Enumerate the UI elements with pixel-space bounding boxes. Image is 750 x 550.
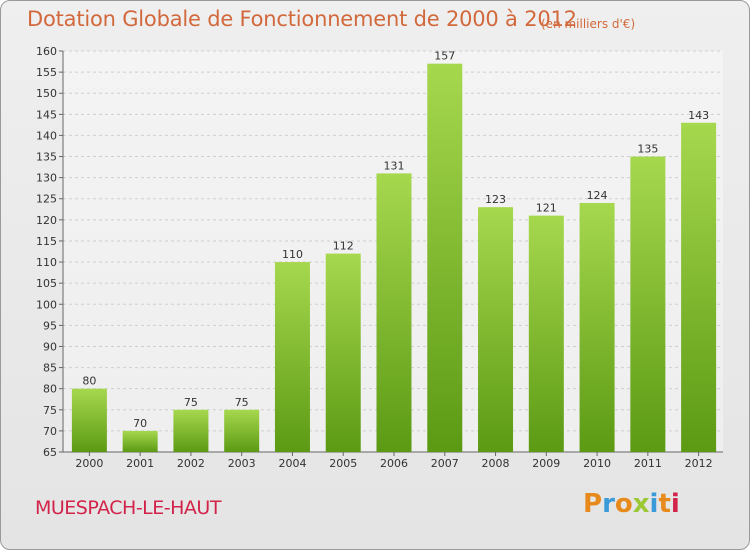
bar	[325, 253, 361, 452]
y-tick-label: 155	[36, 66, 57, 79]
x-tick-label: 2008	[482, 457, 510, 470]
bar	[376, 173, 412, 452]
y-tick-label: 70	[43, 425, 57, 438]
y-tick-label: 85	[43, 362, 57, 375]
bar-value-label: 131	[384, 159, 405, 172]
chart-title: Dotation Globale de Fonctionnement de 20…	[27, 7, 577, 31]
bar	[71, 388, 107, 452]
bar-value-label: 80	[82, 375, 96, 388]
bar	[427, 63, 463, 453]
y-tick-label: 110	[36, 256, 57, 269]
x-tick-label: 2012	[685, 457, 713, 470]
y-tick-label: 120	[36, 214, 57, 227]
bar-value-label: 75	[235, 396, 249, 409]
bar	[274, 262, 310, 452]
y-tick-label: 145	[36, 108, 57, 121]
x-tick-label: 2000	[75, 457, 103, 470]
bar	[579, 202, 615, 452]
y-tick-label: 135	[36, 151, 57, 164]
bar-value-label: 157	[434, 50, 455, 63]
x-tick-label: 2010	[583, 457, 611, 470]
bar	[630, 156, 666, 453]
y-tick-label: 140	[36, 129, 57, 142]
y-tick-label: 150	[36, 87, 57, 100]
bar	[173, 409, 209, 452]
y-tick-label: 130	[36, 172, 57, 185]
bar-value-label: 70	[133, 417, 147, 430]
x-tick-label: 2006	[380, 457, 408, 470]
y-tick-label: 160	[36, 45, 57, 58]
bar-value-label: 75	[184, 396, 198, 409]
bar	[681, 122, 717, 452]
bar-value-label: 143	[688, 109, 709, 122]
bar	[122, 430, 158, 452]
proxiti-logo: Proxiti	[583, 489, 680, 519]
bar-value-label: 112	[333, 240, 354, 253]
x-tick-label: 2005	[329, 457, 357, 470]
logo-letter: t	[658, 489, 671, 519]
x-tick-label: 2001	[126, 457, 154, 470]
logo-letter: x	[632, 489, 650, 519]
bar-value-label: 121	[536, 202, 557, 215]
y-tick-label: 125	[36, 193, 57, 206]
y-tick-label: 90	[43, 340, 57, 353]
bar	[224, 409, 260, 452]
chart-unit: (en milliers d'€)	[541, 17, 636, 31]
logo-letter: i	[649, 489, 659, 519]
logo-letter: r	[602, 489, 615, 519]
y-tick-label: 100	[36, 298, 57, 311]
y-tick-label: 75	[43, 404, 57, 417]
x-tick-label: 2002	[177, 457, 205, 470]
commune-name: MUESPACH-LE-HAUT	[35, 497, 221, 519]
x-tick-label: 2004	[278, 457, 306, 470]
y-tick-label: 115	[36, 235, 57, 248]
logo-letter: i	[670, 489, 680, 519]
x-tick-label: 2003	[228, 457, 256, 470]
bar-value-label: 135	[637, 143, 658, 156]
y-tick-label: 80	[43, 383, 57, 396]
logo-letter: o	[614, 489, 633, 519]
logo-letter: P	[583, 489, 603, 519]
x-tick-label: 2007	[431, 457, 459, 470]
y-tick-label: 65	[43, 446, 57, 459]
y-tick-label: 105	[36, 277, 57, 290]
bar-value-label: 110	[282, 248, 303, 261]
bar-value-label: 123	[485, 193, 506, 206]
y-tick-label: 95	[43, 319, 57, 332]
bar	[528, 215, 564, 452]
x-tick-label: 2011	[634, 457, 662, 470]
x-tick-label: 2009	[532, 457, 560, 470]
bar	[478, 207, 514, 452]
bar-value-label: 124	[587, 189, 608, 202]
